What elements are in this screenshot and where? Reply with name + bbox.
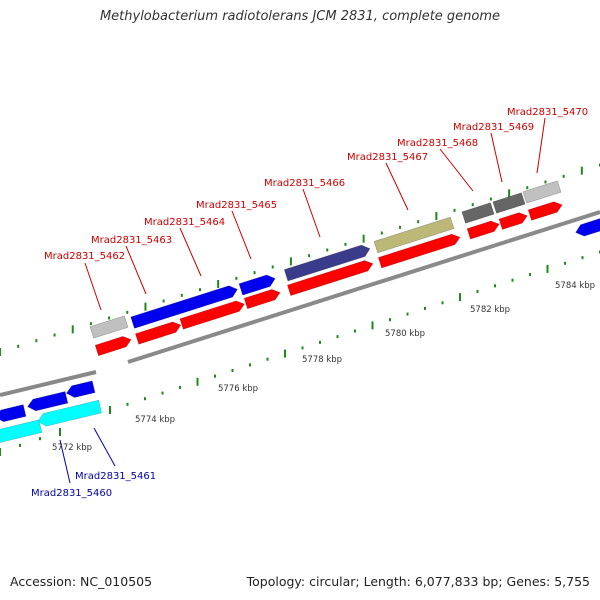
gene-feature xyxy=(0,419,43,443)
scale-label: 5774 kbp xyxy=(135,415,175,425)
cds-feature xyxy=(135,321,182,345)
genome-backbone xyxy=(0,370,97,397)
gene-labels: Mrad2831_5460 Mrad2831_5461 Mrad2831_5462 M… xyxy=(31,107,588,499)
tick-row-top xyxy=(0,163,600,356)
label-leader-lines xyxy=(59,117,546,484)
cds-feature xyxy=(466,220,500,240)
gene-label[interactable]: Mrad2831_5469 xyxy=(453,122,534,133)
scale-label: 5784 kbp xyxy=(555,281,595,291)
cds-feature xyxy=(498,212,528,230)
scale-labels: 5772 kbp 5774 kbp 5776 kbp 5778 kbp 5780 kbp… xyxy=(52,281,595,453)
gene-label[interactable]: Mrad2831_5460 xyxy=(31,488,112,499)
leader-line xyxy=(302,188,321,238)
gene-feature xyxy=(37,399,102,427)
gene-label[interactable]: Mrad2831_5463 xyxy=(91,235,172,246)
leader-line xyxy=(385,162,409,211)
gene-feature xyxy=(492,192,526,214)
scale-label: 5776 kbp xyxy=(218,384,258,394)
leader-line xyxy=(125,245,147,295)
gene-feature xyxy=(65,380,96,398)
cds-feature xyxy=(527,201,563,221)
map-title: Methylobacterium radiotolerans JCM 2831,… xyxy=(99,9,501,24)
genome-stats-text: Topology: circular; Length: 6,077,833 bp… xyxy=(246,574,590,589)
gene-label[interactable]: Mrad2831_5470 xyxy=(507,107,588,118)
scale-label: 5782 kbp xyxy=(470,305,510,315)
tick-row-left xyxy=(0,428,61,456)
gene-feature xyxy=(238,274,276,296)
genome-backbone xyxy=(127,210,600,364)
cds-feature xyxy=(94,336,132,357)
gene-label[interactable]: Mrad2831_5468 xyxy=(397,138,478,149)
scale-label: 5778 kbp xyxy=(302,355,342,365)
gene-features xyxy=(0,180,600,443)
gene-feature xyxy=(0,404,27,423)
leader-line xyxy=(490,132,503,183)
cds-feature xyxy=(287,260,374,296)
gene-feature xyxy=(522,180,562,204)
gene-label[interactable]: Mrad2831_5467 xyxy=(347,152,428,163)
cds-feature xyxy=(377,233,461,269)
gene-feature xyxy=(130,285,238,329)
leader-line xyxy=(179,227,202,277)
accession-text: Accession: NC_010505 xyxy=(10,574,153,589)
gene-feature xyxy=(575,217,600,237)
gene-label[interactable]: Mrad2831_5464 xyxy=(144,217,225,228)
tick-row-bottom xyxy=(109,250,600,414)
scale-label: 5780 kbp xyxy=(385,329,425,339)
leader-line xyxy=(93,427,116,467)
gene-feature xyxy=(89,315,129,339)
cds-feature xyxy=(179,300,245,330)
gene-label[interactable]: Mrad2831_5465 xyxy=(196,200,277,211)
gene-feature xyxy=(27,391,69,412)
leader-line xyxy=(536,117,546,174)
leader-line xyxy=(439,148,474,192)
gene-feature xyxy=(461,202,495,224)
gene-label[interactable]: Mrad2831_5461 xyxy=(75,471,156,482)
leader-line xyxy=(84,262,102,311)
scale-label: 5772 kbp xyxy=(52,443,92,453)
gene-feature xyxy=(283,244,371,282)
gene-label[interactable]: Mrad2831_5462 xyxy=(44,251,125,262)
leader-line xyxy=(59,439,71,484)
gene-label[interactable]: Mrad2831_5466 xyxy=(264,178,345,189)
leader-line xyxy=(231,210,252,260)
cds-feature xyxy=(243,289,281,310)
gene-feature xyxy=(373,216,455,254)
